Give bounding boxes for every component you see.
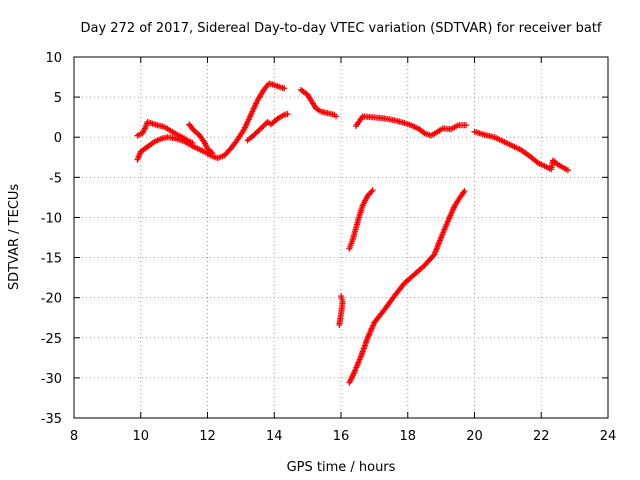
x-tick-label: 16	[333, 429, 350, 444]
series-arc-g	[471, 128, 571, 174]
plot-frame	[73, 56, 609, 419]
data-point	[564, 167, 571, 174]
x-tick-label: 24	[600, 429, 617, 444]
series-arc-j	[346, 187, 468, 386]
x-tick-label: 10	[132, 429, 149, 444]
y-tick-label: -30	[41, 372, 62, 387]
y-tick-label: -35	[41, 412, 62, 427]
series-arc-d	[244, 110, 291, 144]
x-tick-label: 18	[399, 429, 416, 444]
x-tick-label: 8	[70, 429, 78, 444]
data-point	[189, 139, 196, 146]
x-tick-label: 14	[266, 429, 283, 444]
data-point	[332, 113, 339, 120]
data-point	[369, 187, 376, 194]
data-point	[284, 110, 291, 117]
data-point	[533, 158, 540, 165]
series-arc-i	[346, 187, 376, 252]
y-axis-label: SDTVAR / TECUs	[7, 184, 22, 291]
y-tick-label: 0	[54, 131, 62, 146]
tick-labels: 8 10 12 14 16 18 20 22 24 10 5 0 -5 -10 -15 -20 -25 -30 -3…	[41, 51, 617, 444]
y-tick-label: -20	[41, 292, 62, 307]
data-point	[461, 187, 468, 194]
series-arc-b	[134, 118, 196, 146]
y-tick-label: 10	[45, 51, 62, 66]
y-tick-label: -5	[49, 171, 62, 186]
data-point	[273, 116, 280, 123]
data-point	[281, 85, 288, 92]
y-tick-label: 5	[54, 91, 62, 106]
y-tick-label: -15	[41, 252, 62, 267]
data-point	[149, 139, 156, 146]
data-point	[463, 122, 470, 129]
y-tick-label: -10	[41, 211, 62, 226]
series-arc-h	[336, 293, 346, 328]
grid-lines	[74, 57, 608, 418]
series-arc-f	[353, 113, 470, 139]
chart-title: Day 272 of 2017, Sidereal Day-to-day VTE…	[80, 21, 601, 36]
x-tick-label: 20	[466, 429, 483, 444]
x-axis-label: GPS time / hours	[287, 460, 396, 475]
data-point	[338, 293, 344, 300]
x-tick-label: 22	[533, 429, 550, 444]
series-arc-c	[186, 121, 216, 157]
y-tick-label: -25	[41, 332, 62, 347]
series-arc-e	[297, 86, 339, 120]
data-point	[209, 150, 216, 157]
data-point	[208, 149, 215, 156]
data-points	[134, 80, 571, 386]
x-tick-label: 12	[199, 429, 216, 444]
